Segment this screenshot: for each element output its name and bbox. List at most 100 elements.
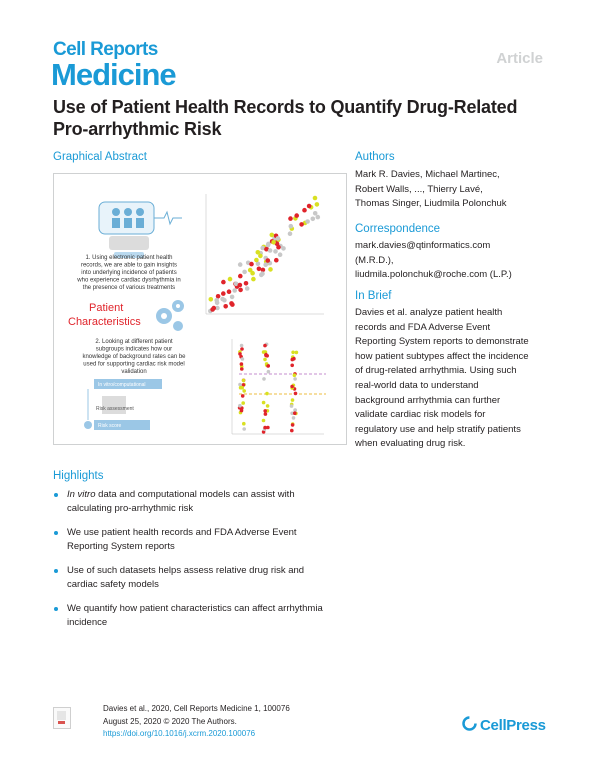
ga-text-line: 1. Using electronic patient health	[85, 255, 172, 261]
strip-point	[289, 404, 294, 408]
flow-box-1: In vitro/computational	[98, 382, 146, 388]
in-brief-line: background arrhythmia can further	[355, 394, 501, 406]
scatter-point	[299, 222, 304, 227]
check-for-updates-icon[interactable]	[53, 707, 71, 729]
scatter-point	[288, 216, 293, 221]
strip-point	[266, 425, 270, 430]
graphical-abstract-svg: 1. Using electronic patient health record…	[68, 194, 326, 435]
flow-box-3: Risk score	[98, 423, 122, 429]
strip-point	[240, 367, 244, 371]
scatter-point	[274, 257, 279, 263]
ga-text-line: records, we are able to gain insights	[81, 263, 177, 269]
scatter-point	[275, 236, 281, 241]
bullet-icon	[54, 607, 58, 611]
highlight-text: Reporting System reports	[67, 541, 175, 553]
ga-text-line: into underlying incidence of patients	[81, 270, 176, 276]
copyright-line: August 25, 2020 © 2020 The Authors.	[103, 716, 237, 726]
strip-point	[294, 350, 299, 355]
strip-point	[240, 357, 245, 361]
flow-box-2: Risk assessment	[96, 406, 134, 412]
article-type-label: Article	[496, 50, 543, 67]
scatter-point	[247, 267, 253, 273]
highlight-text: cardiac safety models	[67, 579, 159, 591]
scatter-point	[227, 276, 233, 282]
strip-plot	[231, 339, 326, 435]
correspondence-block: mark.davies@qtinformatics.com (M.R.D.), …	[355, 239, 575, 283]
correspondence-initials: (M.R.D.),	[355, 254, 394, 266]
bullet-icon	[54, 531, 58, 535]
scatter-point	[277, 252, 283, 257]
scatter-point	[305, 219, 310, 224]
scatter-point	[238, 273, 243, 279]
scatter-point	[260, 245, 265, 251]
scatter-point	[264, 246, 269, 252]
step-1-text: 1. Using electronic patient health record…	[76, 255, 180, 291]
strip-point	[293, 408, 297, 412]
scatter-point	[287, 231, 293, 236]
highlight-text: We use patient health records and FDA Ad…	[67, 527, 297, 538]
email-link[interactable]: mark.davies@qtinformatics.com	[355, 240, 491, 251]
scatter-point	[312, 195, 318, 201]
scatter-point	[214, 298, 219, 303]
strip-point	[241, 383, 246, 387]
strip-point	[293, 411, 297, 415]
scatter-point	[310, 216, 316, 222]
highlight-text: data and computational models can assist…	[95, 489, 295, 500]
strip-point	[291, 350, 295, 355]
strip-point	[290, 411, 294, 416]
scatter-point	[271, 240, 276, 245]
strip-point	[293, 391, 298, 396]
strip-point	[290, 398, 295, 402]
highlights-list: In vitro data and computational models c…	[53, 488, 353, 640]
scatter-point	[269, 232, 275, 238]
scatter-point	[263, 262, 268, 267]
scatter-point	[254, 257, 259, 263]
strip-point	[290, 363, 294, 368]
highlight-text: calculating pro-arrhythmic risk	[67, 503, 194, 515]
scatter-point	[276, 244, 281, 250]
scatter-point	[294, 213, 299, 218]
strip-point	[238, 352, 242, 356]
strip-point	[242, 427, 246, 431]
in-brief-line: real-world data to understand	[355, 379, 479, 391]
strip-point	[266, 364, 270, 368]
in-brief-line: regulatory use and help stratify patient…	[355, 423, 521, 435]
highlight-item: We use patient health records and FDA Ad…	[53, 526, 353, 554]
in-brief-line: when evaluating drug risk.	[355, 438, 466, 450]
scatter-point	[265, 258, 271, 263]
highlight-text: incidence	[67, 617, 108, 629]
scatter-point	[314, 202, 320, 207]
scatter-point	[258, 253, 263, 259]
patient-database-icon	[98, 201, 182, 258]
strip-point	[239, 343, 244, 348]
scatter-plot	[205, 194, 324, 315]
scatter-point	[260, 271, 265, 276]
strip-point	[261, 418, 266, 423]
journal-name-main: Medicine	[51, 57, 177, 92]
author-line: Mark R. Davies, Michael Martinec,	[355, 169, 500, 180]
step-2-text: 2. Looking at different patient subgroups…	[82, 339, 186, 375]
strip-point	[290, 428, 294, 433]
strip-point	[263, 425, 267, 430]
highlight-item: We quantify how patient characteristics …	[53, 602, 353, 630]
in-brief-text: Davies et al. analyze patient health rec…	[355, 306, 585, 452]
email-link[interactable]: liudmila.polonchuk@roche.com (L.P.)	[355, 269, 512, 281]
scatter-point	[243, 281, 249, 286]
scatter-point	[306, 203, 312, 209]
paper-title: Use of Patient Health Records to Quantif…	[53, 97, 518, 139]
ga-text-line: the presence of various treatments	[83, 285, 175, 291]
author-line: Thomas Singer, Liudmila Polonchuk	[355, 198, 507, 210]
scatter-point	[242, 269, 247, 275]
doi-link[interactable]: https://doi.org/10.1016/j.xcrm.2020.1000…	[103, 729, 256, 738]
in-brief-heading: In Brief	[355, 290, 392, 302]
bullet-icon	[54, 569, 58, 573]
strip-point	[263, 343, 267, 348]
in-brief-line: records and FDA Adverse Event	[355, 321, 491, 333]
strip-point	[242, 389, 246, 393]
scatter-point	[210, 307, 215, 312]
journal-name-top: Cell Reports	[53, 39, 158, 60]
scatter-point	[288, 223, 294, 229]
strip-point	[239, 362, 244, 366]
scatter-point	[238, 287, 243, 293]
scatter-point	[229, 294, 235, 300]
